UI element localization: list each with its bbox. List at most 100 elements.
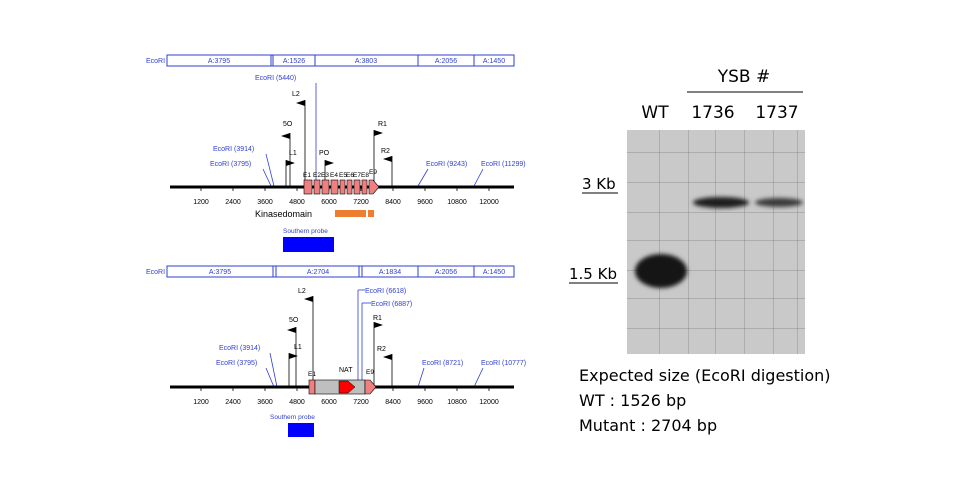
wt-exon-e5: E5 xyxy=(339,172,347,179)
wt-axis-tick-label: 3600 xyxy=(257,199,273,206)
wt-fragment-4: A:2056 xyxy=(435,58,457,65)
wt-primer-5o: 5O xyxy=(281,121,293,186)
wt-exon-e8: E8 xyxy=(361,172,369,179)
wt-exon-e3: E3 xyxy=(321,172,329,179)
mut-axis-tick-label: 4800 xyxy=(289,399,305,406)
wt-primer-l2: L2 xyxy=(292,91,306,186)
lane-label-1736: 1736 xyxy=(691,103,734,123)
wt-fragment-2: A:1526 xyxy=(283,58,305,65)
mut-exon-e1: E1 xyxy=(308,371,316,378)
wt-site-9243: EcoRI (9243) xyxy=(426,161,467,168)
mut-ecori-tag: EcoRI xyxy=(146,269,165,276)
mut-site-3914: EcoRI (3914) xyxy=(219,345,260,352)
wt-axis-tick-label: 7200 xyxy=(353,199,369,206)
mut-fragment-1: A:3795 xyxy=(209,269,231,276)
mut-axis-tick-label: 6000 xyxy=(321,399,337,406)
wt-exon-e2: E2 xyxy=(313,172,321,179)
mut-axis-tick-label: 12000 xyxy=(479,399,499,406)
mutant-gene-map: EcoRI A:3795 A:2704 A:1834 A:2056 A:1450… xyxy=(146,265,526,437)
marker-3kb: 3 Kb xyxy=(582,175,616,193)
caption-wt-size: WT : 1526 bp xyxy=(579,391,686,410)
mut-southern-probe xyxy=(288,423,314,437)
wt-axis-tick-label: 10800 xyxy=(447,199,467,206)
mut-nat-label: NAT xyxy=(339,367,353,374)
mut-site-8721: EcoRI (8721) xyxy=(422,360,463,367)
wt-exon-e7: E7 xyxy=(353,172,361,179)
wt-southern-probe xyxy=(283,237,334,252)
mut-exon-9-box xyxy=(364,379,377,395)
mut-axis-tick-label: 9600 xyxy=(417,399,433,406)
southern-blot-image xyxy=(627,130,805,354)
svg-text:L2: L2 xyxy=(298,288,306,295)
svg-text:PO: PO xyxy=(319,150,330,157)
svg-text:5O: 5O xyxy=(283,121,293,128)
wt-site-3914: EcoRI (3914) xyxy=(213,146,254,153)
wt-fragment-3: A:3803 xyxy=(355,58,377,65)
svg-text:L1: L1 xyxy=(289,150,297,157)
wt-axis-tick-label: 2400 xyxy=(225,199,241,206)
wt-axis-tick-label: 4800 xyxy=(289,199,305,206)
mut-exon-e9: E9 xyxy=(366,369,374,376)
mut-primer-5o: 5O xyxy=(287,317,299,387)
svg-text:L2: L2 xyxy=(292,91,300,98)
mut-site-3795: EcoRI (3795) xyxy=(216,360,257,367)
mut-primer-r2: R2 xyxy=(377,346,393,387)
wt-exons xyxy=(303,179,380,195)
mut-axis-tick-label: 7200 xyxy=(353,399,369,406)
wt-primer-r2: R2 xyxy=(381,148,393,186)
marker-1-5kb: 1.5 Kb xyxy=(569,265,617,283)
mut-fragment-3: A:1834 xyxy=(379,269,401,276)
svg-text:R1: R1 xyxy=(373,315,382,322)
wt-kinase-bar-1 xyxy=(335,210,366,217)
mut-primer-l1: L1 xyxy=(288,344,302,387)
wt-exon-e9: E9 xyxy=(369,169,377,176)
mut-site-6887: EcoRI (6887) xyxy=(371,301,412,308)
wt-axis-tick-label: 8400 xyxy=(385,199,401,206)
wt-site-11299: EcoRI (11299) xyxy=(481,161,526,168)
mut-site-6618: EcoRI (6618) xyxy=(365,288,406,295)
wt-site-3795: EcoRI (3795) xyxy=(210,161,251,168)
mut-axis-tick-label: 3600 xyxy=(257,399,273,406)
svg-text:5O: 5O xyxy=(289,317,299,324)
wt-exon-e1: E1 xyxy=(303,172,311,179)
wt-axis-tick-label: 9600 xyxy=(417,199,433,206)
wt-axis-tick-label: 12000 xyxy=(479,199,499,206)
mut-fragment-bar xyxy=(166,265,515,278)
mut-exon-1-box xyxy=(308,379,316,395)
wt-site-5440: EcoRI (5440) xyxy=(255,75,296,82)
mut-axis-tick-label: 10800 xyxy=(447,399,467,406)
mut-fragment-5: A:1450 xyxy=(483,269,505,276)
mut-axis-tick-label: 1200 xyxy=(193,399,209,406)
band-1737-2704 xyxy=(755,198,803,207)
wt-probe-label: Southern probe xyxy=(283,228,328,235)
wt-kinase-label: Kinasedomain xyxy=(255,209,312,219)
mut-nat-arrow xyxy=(338,380,356,394)
lane-label-wt: WT xyxy=(641,103,669,123)
svg-text:R2: R2 xyxy=(381,148,390,155)
ysb-group-label: YSB # xyxy=(717,67,771,87)
caption-mutant-size: Mutant : 2704 bp xyxy=(579,416,717,435)
wt-axis-tick-label: 6000 xyxy=(321,199,337,206)
mut-primer-r1: R1 xyxy=(373,315,383,387)
band-1736-2704 xyxy=(693,197,749,208)
band-wt-1526 xyxy=(635,254,687,288)
mut-primer-l2: L2 xyxy=(298,288,314,387)
wt-exon-e6: E6 xyxy=(346,172,354,179)
wt-fragment-1: A:3795 xyxy=(208,58,230,65)
caption-title: Expected size (EcoRI digestion) xyxy=(579,366,831,385)
wt-exon-e4: E4 xyxy=(330,172,338,179)
wt-primer-r1: R1 xyxy=(373,121,387,186)
wt-gene-map: EcoRI A:3795 A:1526 A:3803 A:2056 A:1450… xyxy=(146,54,526,252)
mut-site-10777: EcoRI (10777) xyxy=(481,360,526,367)
mut-fragment-4: A:2056 xyxy=(435,269,457,276)
wt-primer-l1: L1 xyxy=(285,150,297,186)
blot-labels: YSB # WT 1736 1737 3 Kb 1.5 Kb Expected … xyxy=(569,67,831,435)
mut-axis-tick-label: 2400 xyxy=(225,399,241,406)
wt-fragment-bar xyxy=(166,54,515,67)
lane-label-1737: 1737 xyxy=(755,103,798,123)
svg-text:R2: R2 xyxy=(377,346,386,353)
wt-kinase-bar-2 xyxy=(368,210,374,217)
svg-text:L1: L1 xyxy=(294,344,302,351)
mut-axis-tick-label: 8400 xyxy=(385,399,401,406)
